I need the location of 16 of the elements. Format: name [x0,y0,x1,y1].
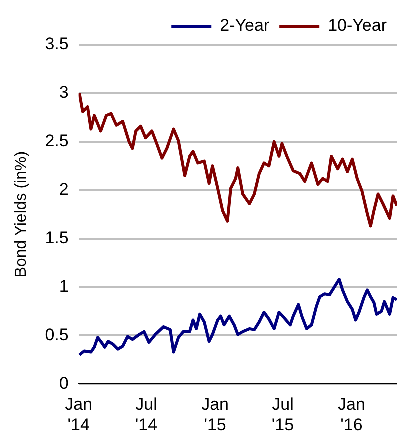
x-tick-label: Jan '14 [65,395,93,434]
y-tick-label: 2.5 [45,132,69,151]
y-tick-label: 0.5 [45,325,69,344]
x-tick-label: Jan '15 [202,395,230,434]
x-tick-label: Jul '14 [135,395,158,434]
y-tick-label: 3.5 [45,34,69,54]
y-tick-label: 1.5 [45,228,69,248]
y-tick-label: 2 [59,180,69,200]
y-tick-label: 0 [59,374,69,393]
legend-label: 2-Year [220,16,270,36]
y-tick-label: 3 [59,83,69,102]
y-axis-title: Bond Yields (in%) [13,151,30,278]
x-tick-label: Jul '15 [272,395,294,434]
legend-label: 10-Year [328,16,388,36]
x-tick-label: Jan '16 [338,395,366,434]
y-tick-label: 1 [59,276,69,296]
